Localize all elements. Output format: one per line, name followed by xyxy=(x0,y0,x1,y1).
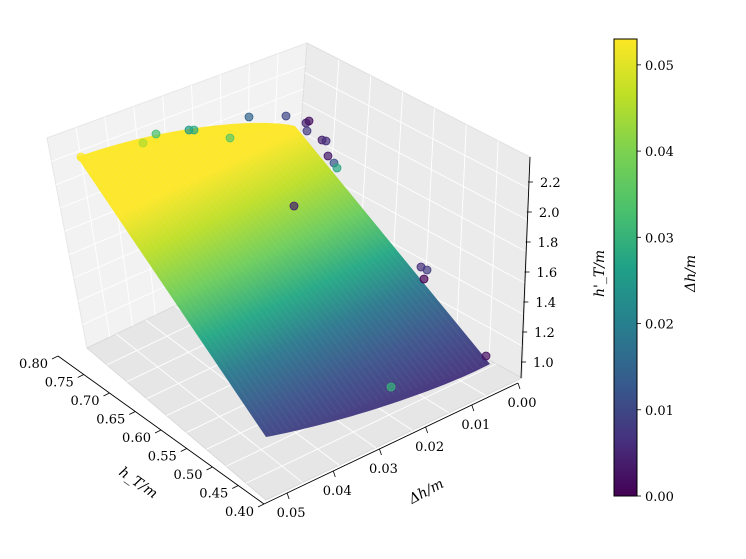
z-tick-label: 1.0 xyxy=(533,356,554,371)
y-tick-label: 0.02 xyxy=(415,440,444,455)
x-tick-labels: 0.40 0.45 0.50 0.55 0.60 0.65 0.70 0.75 0.80 xyxy=(19,357,254,520)
colorbar-tick-label: 0.02 xyxy=(645,318,674,333)
data-point xyxy=(332,163,342,173)
y-tick-label: 0.00 xyxy=(508,396,537,411)
surface xyxy=(77,122,490,437)
data-point xyxy=(289,201,299,211)
colorbar-tick-label: 0.01 xyxy=(645,404,674,419)
z-tick-label: 1.2 xyxy=(534,326,555,341)
x-axis-label: h_T/m xyxy=(116,464,161,502)
x-tick-label: 0.80 xyxy=(19,357,48,372)
colorbar-tick-label: 0.05 xyxy=(645,59,674,74)
data-point xyxy=(386,382,396,392)
y-tick-label: 0.03 xyxy=(369,462,398,477)
tick-marks xyxy=(51,181,533,508)
y-tick-label: 0.05 xyxy=(277,506,306,521)
y-tick-labels: 0.00 0.01 0.02 0.03 0.04 0.05 xyxy=(277,396,537,521)
surface-patch xyxy=(77,122,490,437)
x-tick-label: 0.70 xyxy=(71,394,100,409)
z-tick-label: 2.2 xyxy=(540,176,561,191)
y-axis-label: Δh/m xyxy=(405,476,446,508)
data-point xyxy=(323,151,333,161)
data-point xyxy=(302,126,312,136)
z-tick-labels: 1.0 1.2 1.4 1.6 1.8 2.0 2.2 xyxy=(533,176,561,371)
colorbar-tick-label: 0.03 xyxy=(645,231,674,246)
colorbar-tick-label: 0.04 xyxy=(645,145,674,160)
data-point xyxy=(244,112,254,122)
z-axis-label: h'_T/m xyxy=(592,250,608,297)
data-point xyxy=(151,129,161,139)
data-point xyxy=(321,136,331,146)
data-point xyxy=(189,125,199,135)
colorbar-gradient xyxy=(613,38,638,497)
data-point xyxy=(481,351,491,361)
data-point xyxy=(419,274,429,284)
data-point xyxy=(304,116,314,126)
colorbar: 0.00 0.01 0.02 0.03 0.04 0.05 Δh/m xyxy=(613,38,699,505)
colorbar-label: Δh/m xyxy=(683,255,699,293)
y-tick-label: 0.04 xyxy=(323,484,352,499)
data-point xyxy=(225,133,235,143)
colorbar-tick-label: 0.00 xyxy=(645,490,674,505)
x-tick-label: 0.55 xyxy=(148,450,177,465)
z-tick-label: 1.8 xyxy=(538,236,559,251)
y-axis-line xyxy=(263,382,519,505)
x-tick-label: 0.75 xyxy=(45,376,74,391)
x-tick-label: 0.60 xyxy=(122,431,151,446)
data-point xyxy=(138,138,148,148)
x-tick-label: 0.45 xyxy=(199,487,228,502)
z-axis-line xyxy=(520,156,531,379)
y-tick-label: 0.01 xyxy=(461,418,490,433)
z-tick-label: 1.4 xyxy=(535,296,556,311)
data-point xyxy=(76,152,86,162)
x-tick-label: 0.50 xyxy=(174,468,203,483)
x-tick-label: 0.65 xyxy=(96,413,125,428)
colorbar-ticks: 0.00 0.01 0.02 0.03 0.04 0.05 xyxy=(637,59,674,505)
data-point xyxy=(281,111,291,121)
data-point xyxy=(422,265,432,275)
x-tick-label: 0.40 xyxy=(225,505,254,520)
z-tick-label: 2.0 xyxy=(539,206,560,221)
scatter-points xyxy=(76,111,491,392)
z-tick-label: 1.6 xyxy=(537,266,558,281)
